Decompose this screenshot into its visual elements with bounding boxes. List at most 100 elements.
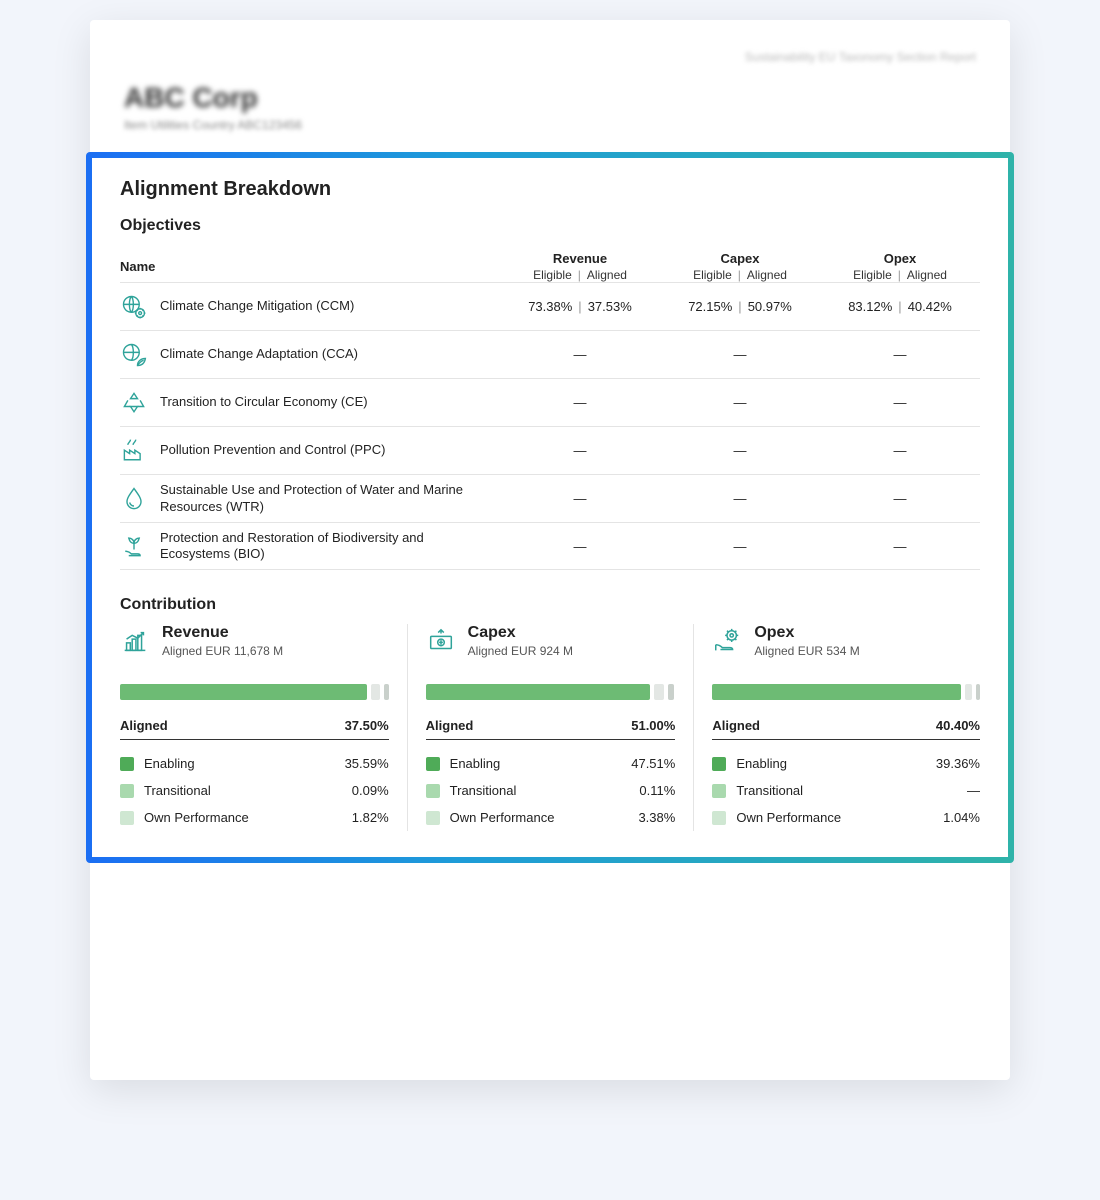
objective-icon	[120, 389, 148, 417]
breakdown-row-transitional: Transitional —	[712, 777, 980, 804]
contribution-column-capex: Capex Aligned EUR 924 M Aligned51.00% En…	[407, 624, 694, 831]
table-row: Transition to Circular Economy (CE) — — …	[120, 378, 980, 426]
contribution-metric-title: Revenue	[162, 624, 283, 642]
sub-eligible: Eligible	[853, 268, 892, 282]
alignment-panel: Alignment Breakdown Objectives Name Reve…	[92, 158, 1008, 857]
contribution-metric-sub: Aligned EUR 924 M	[468, 644, 573, 658]
col-capex-label: Capex	[660, 245, 820, 268]
value-cell: 72.15%|50.97%	[660, 299, 820, 314]
value-cell: 83.12%|40.42%	[820, 299, 980, 314]
table-row: Climate Change Mitigation (CCM) 73.38%|3…	[120, 282, 980, 330]
value-cell: —	[500, 347, 660, 362]
contribution-title: Contribution	[120, 596, 980, 614]
objective-icon	[120, 341, 148, 369]
value-cell: —	[660, 443, 820, 458]
aligned-total-row: Aligned37.50%	[120, 718, 389, 740]
company-meta: Item Utilities Country ABC123456	[124, 118, 976, 132]
value-cell: —	[820, 395, 980, 410]
contribution-column-revenue: Revenue Aligned EUR 11,678 M Aligned37.5…	[120, 624, 407, 831]
panel-title: Alignment Breakdown	[120, 178, 980, 201]
revenue-icon	[120, 626, 150, 656]
col-opex-sub: Eligible|Aligned	[820, 268, 980, 282]
contribution-metric-sub: Aligned EUR 534 M	[754, 644, 859, 658]
contribution-metric-sub: Aligned EUR 11,678 M	[162, 644, 283, 658]
value-cell: —	[660, 539, 820, 554]
col-revenue: Revenue Eligible|Aligned	[500, 245, 660, 282]
report-page: Sustainability EU Taxonomy Section Repor…	[90, 20, 1010, 1080]
aligned-bar	[426, 684, 676, 700]
objectives-header: Name Revenue Eligible|Aligned Capex Elig…	[120, 245, 980, 282]
objective-icon	[120, 293, 148, 321]
aligned-bar	[120, 684, 389, 700]
objective-label: Climate Change Adaptation (CCA)	[160, 346, 358, 362]
value-cell: —	[820, 539, 980, 554]
contribution-metric-title: Opex	[754, 624, 859, 642]
value-cell: —	[660, 395, 820, 410]
report-header: Sustainability EU Taxonomy Section Repor…	[90, 50, 1010, 152]
swatch-icon	[426, 784, 440, 798]
col-capex: Capex Eligible|Aligned	[660, 245, 820, 282]
sub-aligned: Aligned	[587, 268, 627, 282]
opex-icon	[712, 626, 742, 656]
objective-label: Sustainable Use and Protection of Water …	[160, 482, 490, 515]
swatch-icon	[120, 784, 134, 798]
swatch-icon	[120, 757, 134, 771]
value-cell: —	[500, 443, 660, 458]
col-name: Name	[120, 251, 500, 282]
value-cell: —	[500, 539, 660, 554]
objectives-table: Name Revenue Eligible|Aligned Capex Elig…	[120, 245, 980, 570]
value-cell: —	[500, 395, 660, 410]
value-cell: —	[660, 347, 820, 362]
value-cell: —	[500, 491, 660, 506]
objective-label: Pollution Prevention and Control (PPC)	[160, 442, 385, 458]
swatch-icon	[426, 757, 440, 771]
breakdown-row-own: Own Performance 1.04%	[712, 804, 980, 831]
sub-aligned: Aligned	[747, 268, 787, 282]
aligned-bar	[712, 684, 980, 700]
breakdown-row-own: Own Performance 3.38%	[426, 804, 676, 831]
breakdown-row-enabling: Enabling 35.59%	[120, 750, 389, 777]
value-cell: —	[660, 491, 820, 506]
breakdown-row-own: Own Performance 1.82%	[120, 804, 389, 831]
sub-aligned: Aligned	[907, 268, 947, 282]
capex-icon	[426, 626, 456, 656]
col-revenue-sub: Eligible|Aligned	[500, 268, 660, 282]
alignment-panel-border: Alignment Breakdown Objectives Name Reve…	[86, 152, 1014, 863]
objective-label: Climate Change Mitigation (CCM)	[160, 298, 354, 314]
breakdown-row-transitional: Transitional 0.11%	[426, 777, 676, 804]
value-cell: —	[820, 491, 980, 506]
contribution-grid: Revenue Aligned EUR 11,678 M Aligned37.5…	[120, 624, 980, 831]
contribution-column-opex: Opex Aligned EUR 534 M Aligned40.40% Ena…	[693, 624, 980, 831]
objective-icon	[120, 485, 148, 513]
table-row: Pollution Prevention and Control (PPC) —…	[120, 426, 980, 474]
contribution-section: Contribution Revenue Aligned EUR 11,678 …	[120, 596, 980, 831]
objective-icon	[120, 532, 148, 560]
swatch-icon	[120, 811, 134, 825]
objectives-title: Objectives	[120, 217, 980, 235]
contribution-metric-title: Capex	[468, 624, 573, 642]
objective-label: Transition to Circular Economy (CE)	[160, 394, 368, 410]
breakdown-row-transitional: Transitional 0.09%	[120, 777, 389, 804]
aligned-total-row: Aligned51.00%	[426, 718, 676, 740]
swatch-icon	[712, 784, 726, 798]
sub-eligible: Eligible	[533, 268, 572, 282]
company-name: ABC Corp	[124, 82, 976, 114]
col-capex-sub: Eligible|Aligned	[660, 268, 820, 282]
value-cell: 73.38%|37.53%	[500, 299, 660, 314]
table-row: Protection and Restoration of Biodiversi…	[120, 522, 980, 570]
breakdown-row-enabling: Enabling 47.51%	[426, 750, 676, 777]
breakdown-row-enabling: Enabling 39.36%	[712, 750, 980, 777]
table-row: Climate Change Adaptation (CCA) — — —	[120, 330, 980, 378]
swatch-icon	[426, 811, 440, 825]
value-cell: —	[820, 443, 980, 458]
aligned-total-row: Aligned40.40%	[712, 718, 980, 740]
swatch-icon	[712, 811, 726, 825]
objective-icon	[120, 437, 148, 465]
objective-label: Protection and Restoration of Biodiversi…	[160, 530, 490, 563]
value-cell: —	[820, 347, 980, 362]
report-type-label: Sustainability EU Taxonomy Section Repor…	[124, 50, 976, 64]
sub-eligible: Eligible	[693, 268, 732, 282]
col-revenue-label: Revenue	[500, 245, 660, 268]
col-opex: Opex Eligible|Aligned	[820, 245, 980, 282]
table-row: Sustainable Use and Protection of Water …	[120, 474, 980, 522]
